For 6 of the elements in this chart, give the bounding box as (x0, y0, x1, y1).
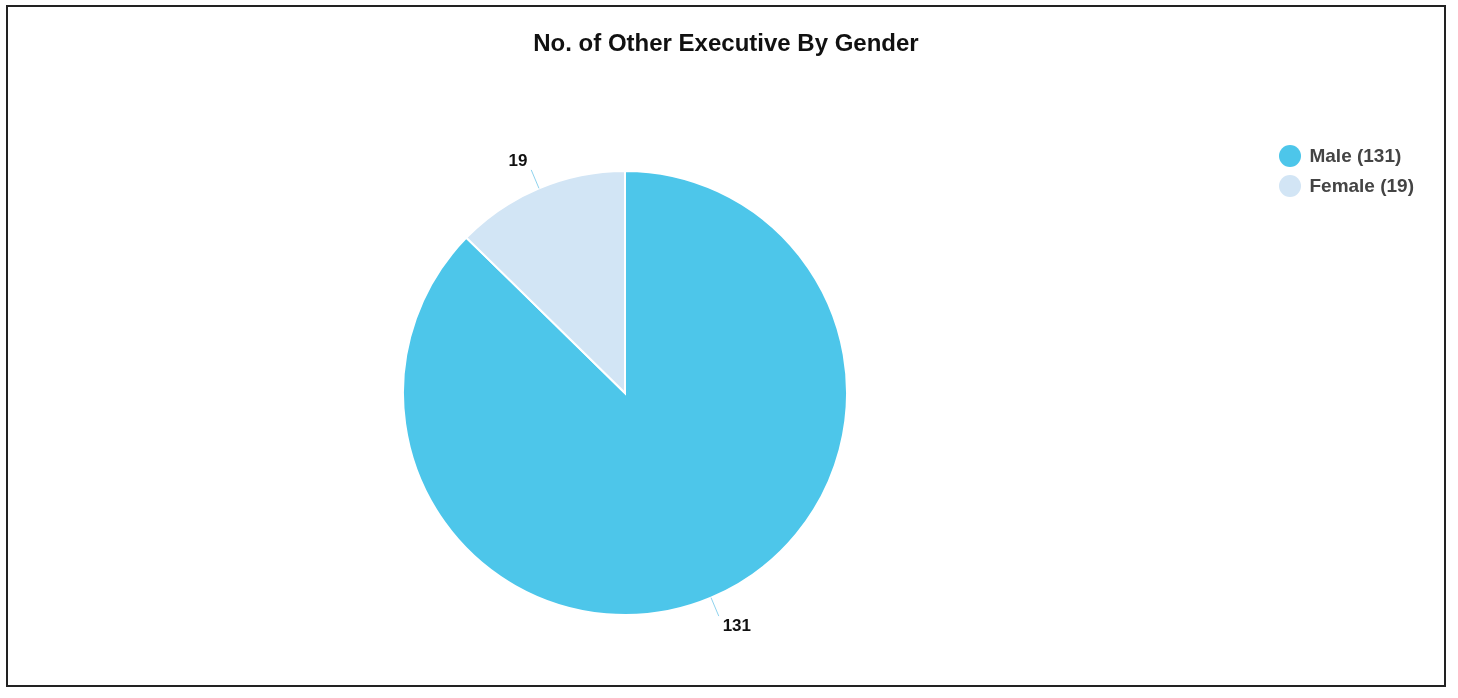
chart-title: No. of Other Executive By Gender (532, 29, 920, 58)
pie-slice (402, 170, 848, 616)
legend-label: Female (19) (1309, 175, 1414, 197)
data-label: 19 (508, 151, 528, 171)
legend-label: Male (131) (1309, 145, 1402, 167)
data-label: 131 (722, 615, 752, 635)
